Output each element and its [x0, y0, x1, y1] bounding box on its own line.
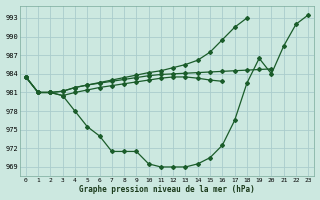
X-axis label: Graphe pression niveau de la mer (hPa): Graphe pression niveau de la mer (hPa): [79, 185, 255, 194]
